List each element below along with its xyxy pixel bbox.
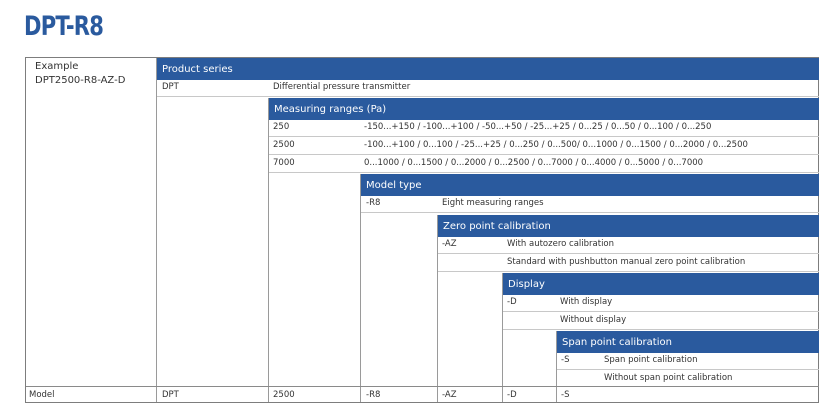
example-code: DPT2500-R8-AZ-D xyxy=(35,75,126,86)
range-values: 0...1000 / 0...1500 / 0...2000 / 0...250… xyxy=(364,158,704,168)
model-row-value: -S xyxy=(561,390,570,400)
span-point-code: -S xyxy=(561,355,570,365)
zero-point-option: With autozero calibration xyxy=(507,239,615,249)
range-code: 2500 xyxy=(273,140,295,150)
measuring-ranges-header: Measuring ranges (Pa) xyxy=(269,98,819,120)
page-title: DPT-R8 xyxy=(24,11,104,42)
model-type-code: -R8 xyxy=(366,198,381,208)
column-divider xyxy=(360,174,361,402)
row-divider xyxy=(557,369,819,370)
model-row-value: -R8 xyxy=(366,390,381,400)
display-code: -D xyxy=(507,297,517,307)
model-row-label: Model xyxy=(29,390,55,400)
product-series-code: DPT xyxy=(162,82,179,92)
column-divider xyxy=(156,58,157,402)
model-row-value: -AZ xyxy=(442,390,457,400)
span-point-option: Without span point calibration xyxy=(604,373,733,383)
range-values: -150...+150 / -100...+100 / -50...+50 / … xyxy=(364,122,712,132)
row-divider xyxy=(438,271,819,272)
product-series-description: Differential pressure transmitter xyxy=(273,82,411,92)
column-divider xyxy=(437,215,438,402)
display-header: Display xyxy=(503,273,819,295)
model-row-divider xyxy=(26,386,819,387)
model-row-value: 2500 xyxy=(273,390,295,400)
column-divider xyxy=(268,98,269,402)
row-divider xyxy=(503,329,819,330)
display-option: Without display xyxy=(560,315,627,325)
zero-point-code: -AZ xyxy=(442,239,457,249)
row-divider xyxy=(269,172,819,173)
row-divider xyxy=(503,311,819,312)
row-divider xyxy=(269,136,819,137)
model-type-header: Model type xyxy=(361,174,819,196)
zero-point-option: Standard with pushbutton manual zero poi… xyxy=(507,257,746,267)
example-label: Example xyxy=(35,61,79,72)
range-code: 7000 xyxy=(273,158,295,168)
model-type-description: Eight measuring ranges xyxy=(442,198,544,208)
range-values: -100...+100 / 0...100 / -25...+25 / 0...… xyxy=(364,140,748,150)
model-row-value: -D xyxy=(507,390,517,400)
row-divider xyxy=(269,154,819,155)
range-code: 250 xyxy=(273,122,290,132)
zero-point-header: Zero point calibration xyxy=(438,215,819,237)
column-divider xyxy=(502,273,503,402)
span-point-option: Span point calibration xyxy=(604,355,698,365)
row-divider xyxy=(438,253,819,254)
row-divider xyxy=(157,96,819,97)
model-row-value: DPT xyxy=(162,390,179,400)
display-option: With display xyxy=(560,297,613,307)
span-point-header: Span point calibration xyxy=(557,331,819,353)
row-divider xyxy=(361,212,819,213)
product-series-header: Product series xyxy=(157,58,819,80)
column-divider xyxy=(556,331,557,402)
